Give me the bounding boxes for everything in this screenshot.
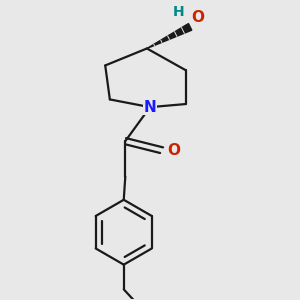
Text: O: O (167, 143, 180, 158)
Text: O: O (192, 10, 205, 25)
Polygon shape (147, 23, 192, 49)
Text: N: N (144, 100, 156, 115)
Text: H: H (173, 5, 185, 19)
